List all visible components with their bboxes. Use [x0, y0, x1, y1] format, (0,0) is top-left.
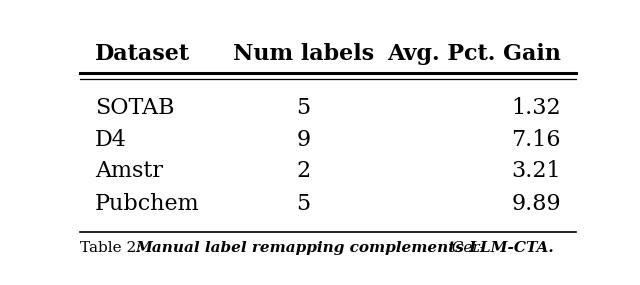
Text: Table 2:: Table 2: — [80, 241, 147, 255]
Text: 5: 5 — [296, 193, 310, 215]
Text: Avg. Pct. Gain: Avg. Pct. Gain — [387, 43, 561, 65]
Text: 7.16: 7.16 — [511, 129, 561, 150]
Text: 1.32: 1.32 — [511, 97, 561, 119]
Text: 9.89: 9.89 — [511, 193, 561, 215]
Text: 3.21: 3.21 — [511, 160, 561, 182]
Text: 2: 2 — [296, 160, 310, 182]
Text: SOTAB: SOTAB — [95, 97, 174, 119]
Text: 9: 9 — [296, 129, 310, 150]
Text: 5: 5 — [296, 97, 310, 119]
Text: Manual label remapping complements LLM-CTA.: Manual label remapping complements LLM-C… — [136, 241, 554, 255]
Text: Num labels: Num labels — [232, 43, 374, 65]
Text: Amstr: Amstr — [95, 160, 163, 182]
Text: Pubchem: Pubchem — [95, 193, 200, 215]
Text: Cer-: Cer- — [442, 241, 485, 255]
Text: D4: D4 — [95, 129, 127, 150]
Text: Dataset: Dataset — [95, 43, 190, 65]
